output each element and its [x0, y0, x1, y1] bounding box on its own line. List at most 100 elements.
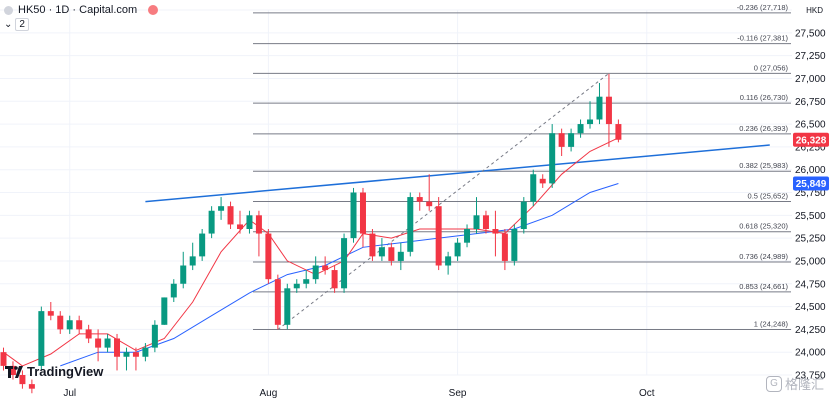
fib-level-label: 0.382 (25,983) — [739, 161, 788, 170]
price-tick-label: 27,500 — [795, 28, 826, 39]
candle-body — [549, 133, 556, 184]
chevron-down-icon: ⌄ — [4, 19, 13, 30]
time-axis[interactable]: Jul Aug Sep Oct — [63, 388, 654, 399]
candle-body — [76, 320, 83, 330]
candle-body — [274, 279, 281, 325]
price-tick-label: 27,250 — [795, 51, 826, 62]
candle-body — [246, 215, 253, 229]
candle-body — [369, 233, 376, 257]
price-tick-label: 26,000 — [795, 165, 826, 176]
candle-body — [303, 279, 310, 284]
fibonacci-levels: -0.236 (27,718) -0.116 (27,381) 0 (27,056)… — [253, 3, 791, 331]
time-tick-label: Oct — [639, 388, 655, 399]
candle-body — [66, 320, 73, 330]
candle-body — [104, 338, 111, 348]
candle-body — [492, 229, 499, 234]
price-tick-label: 25,750 — [795, 188, 826, 199]
fib-level-label: 0 (27,056) — [754, 63, 789, 72]
watermark-text: 格隆汇 — [784, 377, 824, 392]
candle-body — [350, 192, 357, 239]
drawn-lines — [145, 72, 770, 330]
candle-body — [605, 96, 612, 125]
price-tags: 26,328 25,849 — [793, 132, 829, 191]
price-tick-label: 24,750 — [795, 279, 826, 290]
candle-body — [284, 288, 291, 325]
candles — [0, 73, 622, 394]
candle-body — [293, 283, 300, 289]
moving-averages — [3, 137, 619, 367]
fib-level-label: 0.736 (24,989) — [739, 252, 788, 261]
candle-body — [312, 265, 319, 280]
candle-body — [28, 384, 35, 389]
candle-body — [596, 96, 603, 120]
price-tick-label: 25,000 — [795, 256, 826, 267]
price-tag-label: 26,328 — [796, 135, 827, 146]
candle-body — [615, 124, 622, 140]
candle-body — [539, 178, 546, 184]
time-tick-label: Jul — [63, 388, 76, 399]
candle-body — [520, 201, 527, 229]
chart-title: HK50 · 1D · Capital.com — [18, 4, 138, 16]
candle-body — [57, 315, 64, 330]
candle-body — [9, 365, 16, 375]
candle-body — [426, 201, 433, 207]
candle-body — [482, 215, 489, 229]
candle-body — [161, 297, 168, 325]
time-tick-label: Sep — [449, 388, 467, 399]
candle-body — [378, 247, 385, 257]
tradingview-logo-icon — [5, 365, 23, 378]
candle-body — [530, 174, 537, 202]
candle-body — [255, 215, 262, 234]
currency-label: HKD — [806, 6, 823, 15]
candle-body — [114, 338, 121, 357]
candle-body — [95, 338, 102, 348]
tradingview-logo[interactable]: TradingView — [5, 364, 103, 379]
candle-body — [501, 233, 508, 261]
symbol-icon — [4, 5, 13, 15]
fib-level-label: 0.618 (25,320) — [739, 222, 788, 231]
watermark-icon: G — [765, 375, 782, 392]
moving-average-slow — [60, 183, 619, 367]
price-tick-label: 26,750 — [795, 97, 826, 108]
fib-level-label: 1 (24,248) — [754, 320, 789, 329]
candle-body — [208, 210, 215, 234]
candle-body — [407, 197, 414, 252]
moving-average-fast — [3, 137, 619, 367]
trendline — [145, 144, 770, 203]
candle-body — [331, 270, 338, 289]
chart-header: HK50 · 1D · Capital.com — [4, 4, 159, 16]
watermark: G 格隆汇 — [765, 374, 824, 393]
candle-body — [454, 242, 461, 257]
price-tick-label: 25,250 — [795, 234, 826, 245]
price-tag-box — [793, 132, 829, 147]
candle-body — [189, 256, 196, 266]
candle-body — [577, 124, 584, 134]
candle-body — [123, 352, 130, 357]
candle-body — [388, 247, 395, 261]
candle-body — [397, 251, 404, 261]
fib-level-label: 0.5 (25,652) — [748, 191, 789, 200]
fib-diagonal-line — [277, 72, 610, 330]
candle-body — [85, 329, 92, 339]
fib-level-label: 0.236 (26,393) — [739, 124, 788, 133]
candle-body — [237, 224, 243, 229]
candle-body — [558, 133, 565, 147]
candle-body — [511, 229, 518, 261]
candle-body — [151, 324, 158, 348]
candle-body — [568, 133, 575, 147]
candle-body — [445, 256, 452, 266]
candle-body — [142, 347, 149, 357]
flag-icon[interactable] — [148, 5, 159, 15]
candle-body — [322, 265, 329, 271]
candle-body — [199, 233, 206, 257]
grid — [0, 9, 792, 376]
time-tick-label: Aug — [259, 388, 277, 399]
logo-text: TradingView — [27, 364, 104, 379]
candle-body — [341, 238, 348, 289]
price-tick-label: 26,500 — [795, 120, 826, 131]
indicators-toggle[interactable]: ⌄ 2 — [4, 18, 29, 31]
price-axis[interactable]: HKD 23,750 24,000 24,250 24,500 24,750 25,000 2… — [795, 6, 826, 382]
price-tick-label: 26,250 — [795, 142, 826, 153]
candle-body — [170, 283, 177, 298]
